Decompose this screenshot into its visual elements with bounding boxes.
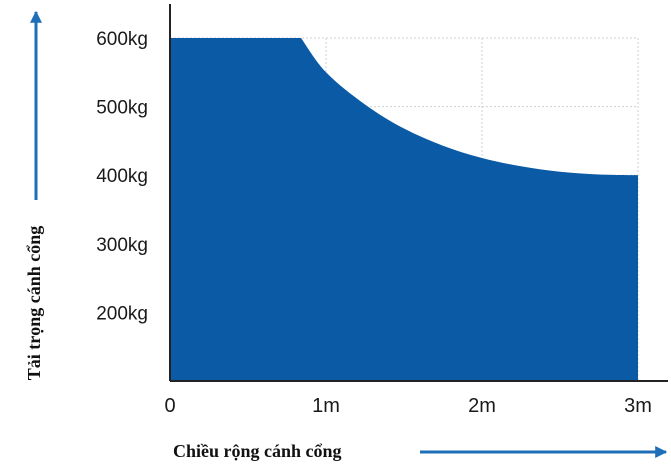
x-tick-label: 3m: [624, 395, 652, 417]
axes: [169, 4, 668, 382]
plot-area: [170, 38, 638, 381]
y-tick-label: 500kg: [96, 98, 148, 119]
y-tick-label: 600kg: [96, 29, 148, 50]
x-tick-label: 2m: [468, 395, 496, 417]
x-tick-label: 0: [164, 395, 175, 417]
y-tick-label: 400kg: [96, 166, 148, 187]
series-area-0: [170, 38, 638, 381]
y-axis-title: Tải trọng cánh cổng: [24, 226, 44, 381]
y-tick-label: 200kg: [96, 303, 148, 324]
x-axis-title: Chiều rộng cánh cổng: [173, 441, 342, 461]
y-tick-label: 300kg: [96, 235, 148, 256]
x-tick-label: 1m: [312, 395, 340, 417]
tick-labels: 200kg 300kg 400kg 500kg 600kg 0 1m 2m 3m: [96, 29, 652, 417]
